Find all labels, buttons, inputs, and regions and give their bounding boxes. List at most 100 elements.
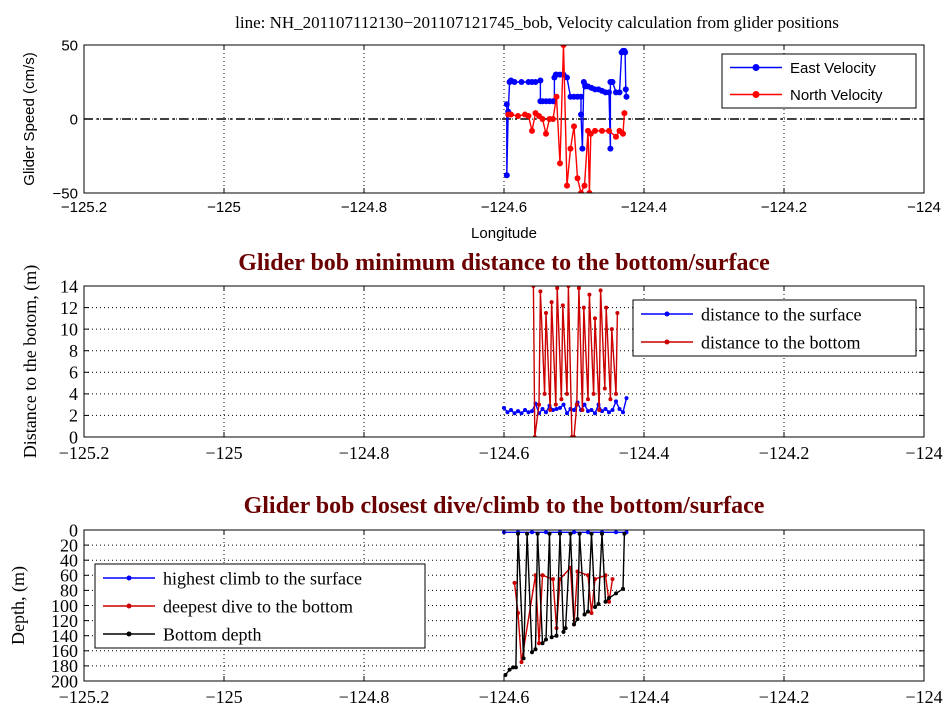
series-line-2 [532,286,619,437]
data-point [525,531,530,536]
data-point [614,399,618,404]
data-point [539,116,546,122]
data-point [560,303,565,308]
data-point [516,531,520,536]
data-point [607,145,614,152]
data-point [607,595,611,600]
data-point [615,310,620,315]
data-point [533,647,538,652]
data-point [603,599,608,604]
x-tick-label: −124.8 [339,687,390,707]
y-tick-label: 6 [69,363,78,383]
y-axis-label: Depth, (m) [8,566,29,645]
data-point [586,190,593,193]
data-point [543,130,549,137]
legend-label: Bottom depth [163,624,262,644]
y-tick-label: 140 [51,626,78,646]
x-tick-label: −124.6 [481,199,527,216]
data-point [610,577,615,582]
data-point [592,127,598,134]
data-point [609,79,616,85]
x-tick-label: −125.2 [59,687,110,707]
data-point [519,660,524,665]
data-point [604,305,609,310]
data-point [544,530,548,535]
data-point [602,386,607,391]
data-point [586,409,590,414]
data-point [507,667,512,672]
chart-title: line: NH_201107112130−201107121745_bob, … [235,13,839,32]
data-point [610,408,615,413]
data-point [544,637,548,642]
legend-label: East Velocity [790,60,876,77]
data-point [572,622,576,627]
y-tick-label: −50 [53,185,78,202]
legend-marker [126,603,132,609]
data-point [540,641,545,646]
data-point [622,86,629,93]
series-line-3 [504,533,626,676]
data-point [572,530,576,535]
data-point [599,127,605,134]
y-axis-label: Distance to the botom, (m) [20,265,41,458]
y-tick-label: 50 [61,37,78,54]
y-tick-label: 40 [60,551,78,571]
data-point [512,580,517,585]
data-point [503,101,510,108]
y-tick-label: 180 [51,656,78,676]
data-point [553,402,558,407]
data-point [516,409,520,414]
data-point [535,531,540,536]
chart-3: −125.2 −125 −124.8 −124.6 −124.4 −124.2 −12402… [8,493,943,707]
data-point [587,130,594,137]
legend-label: deepest dive to the bottom [163,596,353,616]
data-point [621,586,625,591]
data-point [603,406,608,411]
data-point [525,113,532,120]
data-point [613,133,619,140]
legend-box [632,299,917,357]
data-point [513,665,518,670]
data-point [544,410,548,415]
data-point [509,408,513,413]
data-point [568,531,573,536]
data-point [564,182,570,189]
data-point [622,531,627,536]
data-point [503,672,508,677]
data-point [623,93,630,100]
data-point [608,397,613,402]
y-tick-label: 60 [60,566,78,586]
data-point [578,111,584,118]
data-point [551,577,555,582]
data-point [587,292,592,297]
data-point [574,175,581,182]
data-point [558,531,562,536]
x-tick-label: −125 [205,687,242,707]
data-point [530,409,534,414]
data-point [617,406,622,411]
chart-2: −125.2 −125 −124.8 −124.6 −124.4 −124.2 −124 02… [20,250,943,463]
data-point [580,408,585,413]
legend-label: distance to the bottom [701,332,860,352]
data-point [614,391,618,396]
data-point [512,411,517,416]
data-point [577,531,582,536]
data-point [614,530,618,535]
data-point [563,626,568,631]
data-point [549,635,554,640]
data-point [567,145,574,152]
legend: distance to the surface distance to the b… [632,299,917,357]
data-point [559,397,564,402]
x-tick-label: −124 [905,687,942,707]
data-point [502,405,506,410]
data-point [549,300,554,305]
data-point [624,396,629,401]
data-point [575,617,580,622]
x-tick-label: −125.2 [61,199,107,216]
data-point [526,410,531,415]
data-point [576,286,581,291]
data-point [548,408,553,413]
x-tick-label: −124.6 [479,443,530,463]
legend: highest climb to the surface deepest dive… [94,563,426,649]
data-point [589,408,594,413]
